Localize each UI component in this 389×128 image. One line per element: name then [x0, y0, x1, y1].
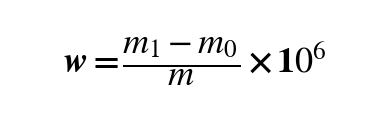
Text: $\boldsymbol{w = \dfrac{m_1 - m_0}{m} \times 10^{6}}$: $\boldsymbol{w = \dfrac{m_1 - m_0}{m} \t…: [63, 35, 326, 88]
